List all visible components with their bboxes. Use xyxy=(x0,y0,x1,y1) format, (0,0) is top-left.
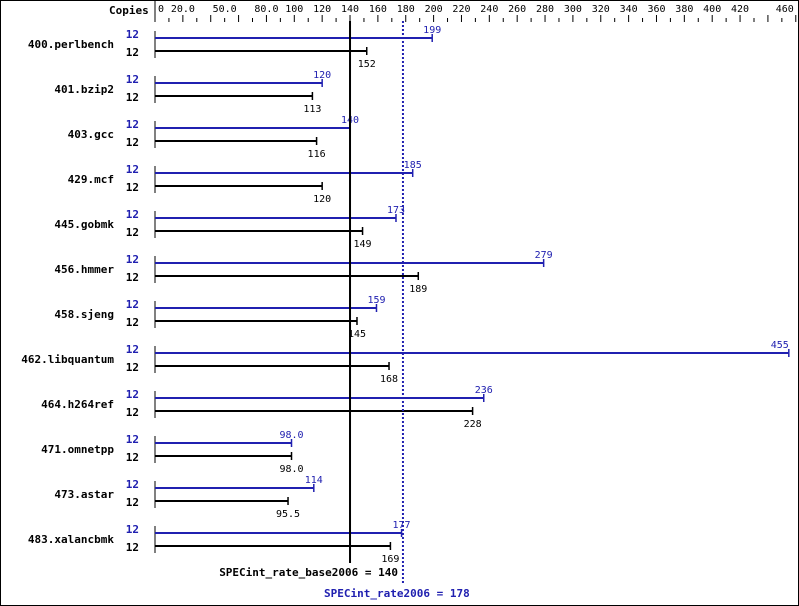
base-reference-label: SPECint_rate_base2006 = 140 xyxy=(219,566,398,579)
base-copies: 12 xyxy=(126,46,139,59)
axis-tick-label: 180 xyxy=(397,4,415,15)
base-copies: 12 xyxy=(126,136,139,149)
axis-tick-label: 140 xyxy=(341,4,359,15)
peak-copies: 12 xyxy=(126,388,139,401)
peak-value-label: 98.0 xyxy=(279,430,303,441)
axis-tick-label: 100 xyxy=(285,4,303,15)
base-value-label: 169 xyxy=(381,554,399,565)
peak-value-label: 455 xyxy=(771,340,789,351)
base-value-label: 113 xyxy=(303,104,321,115)
peak-value-label: 236 xyxy=(475,385,493,396)
base-copies: 12 xyxy=(126,271,139,284)
base-copies: 12 xyxy=(126,181,139,194)
benchmark-label: 483.xalancbmk xyxy=(28,533,114,546)
peak-value-label: 199 xyxy=(423,25,441,36)
peak-copies: 12 xyxy=(126,343,139,356)
benchmark-label: 429.mcf xyxy=(68,173,114,186)
base-value-label: 95.5 xyxy=(276,509,300,520)
peak-value-label: 185 xyxy=(404,160,422,171)
benchmark-label: 445.gobmk xyxy=(54,218,114,231)
axis-tick-label: 160 xyxy=(369,4,387,15)
peak-copies: 12 xyxy=(126,163,139,176)
axis-tick-label: 460 xyxy=(776,4,794,15)
base-copies: 12 xyxy=(126,406,139,419)
copies-header: Copies xyxy=(109,4,149,17)
peak-copies: 12 xyxy=(126,523,139,536)
peak-value-label: 177 xyxy=(393,520,411,531)
peak-copies: 12 xyxy=(126,433,139,446)
benchmark-label: 462.libquantum xyxy=(21,353,114,366)
axis-tick-label: 220 xyxy=(452,4,470,15)
benchmark-label: 471.omnetpp xyxy=(41,443,114,456)
axis-tick-label: 280 xyxy=(536,4,554,15)
axis-tick-label: 20.0 xyxy=(171,4,195,15)
axis-tick-label: 0 xyxy=(158,4,164,15)
base-copies: 12 xyxy=(126,496,139,509)
peak-value-label: 159 xyxy=(367,295,385,306)
axis-tick-label: 260 xyxy=(508,4,526,15)
axis-tick-label: 360 xyxy=(647,4,665,15)
base-value-label: 145 xyxy=(348,329,366,340)
axis-tick-label: 420 xyxy=(731,4,749,15)
axis-tick-label: 240 xyxy=(480,4,498,15)
axis-tick-label: 200 xyxy=(425,4,443,15)
base-copies: 12 xyxy=(126,91,139,104)
benchmark-label: 473.astar xyxy=(54,488,114,501)
benchmark-label: 401.bzip2 xyxy=(54,83,114,96)
base-copies: 12 xyxy=(126,451,139,464)
base-value-label: 120 xyxy=(313,194,331,205)
axis-tick-label: 320 xyxy=(592,4,610,15)
axis-tick-label: 340 xyxy=(620,4,638,15)
base-copies: 12 xyxy=(126,316,139,329)
axis-tick-label: 50.0 xyxy=(213,4,237,15)
axis-tick-label: 380 xyxy=(675,4,693,15)
peak-copies: 12 xyxy=(126,73,139,86)
benchmark-label: 403.gcc xyxy=(68,128,114,141)
base-value-label: 152 xyxy=(358,59,376,70)
benchmark-label: 456.hmmer xyxy=(54,263,114,276)
peak-value-label: 114 xyxy=(305,475,323,486)
axis-tick-label: 300 xyxy=(564,4,582,15)
base-value-label: 116 xyxy=(308,149,326,160)
base-value-label: 228 xyxy=(464,419,482,430)
base-copies: 12 xyxy=(126,361,139,374)
peak-value-label: 173 xyxy=(387,205,405,216)
peak-copies: 12 xyxy=(126,118,139,131)
peak-copies: 12 xyxy=(126,28,139,41)
benchmark-label: 464.h264ref xyxy=(41,398,114,411)
peak-copies: 12 xyxy=(126,208,139,221)
base-copies: 12 xyxy=(126,226,139,239)
base-value-label: 189 xyxy=(409,284,427,295)
peak-value-label: 120 xyxy=(313,70,331,81)
axis-tick-label: 400 xyxy=(703,4,721,15)
base-copies: 12 xyxy=(126,541,139,554)
axis-tick-label: 120 xyxy=(313,4,331,15)
benchmark-label: 458.sjeng xyxy=(54,308,114,321)
axis-tick-label: 80.0 xyxy=(254,4,278,15)
benchmark-label: 400.perlbench xyxy=(28,38,114,51)
peak-copies: 12 xyxy=(126,478,139,491)
peak-copies: 12 xyxy=(126,298,139,311)
base-value-label: 149 xyxy=(354,239,372,250)
peak-reference-label: SPECint_rate2006 = 178 xyxy=(324,587,470,600)
base-value-label: 168 xyxy=(380,374,398,385)
peak-copies: 12 xyxy=(126,253,139,266)
base-value-label: 98.0 xyxy=(279,464,303,475)
peak-value-label: 279 xyxy=(535,250,553,261)
